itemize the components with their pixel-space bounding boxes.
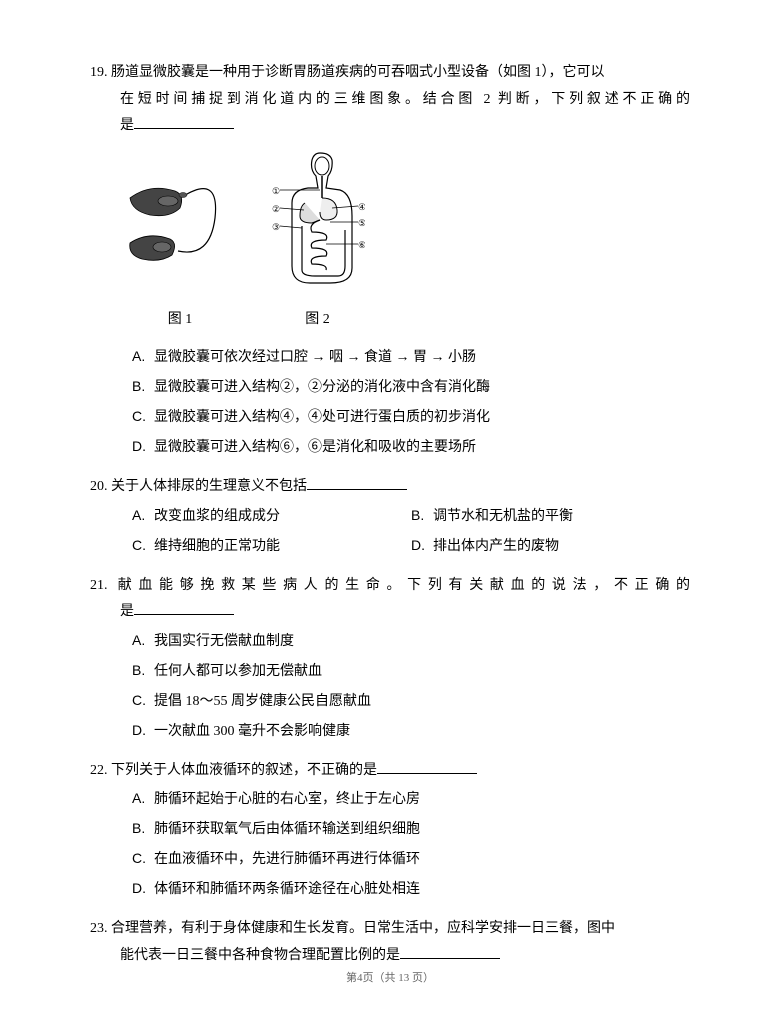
q22-option-a: A.肺循环起始于心脏的右心室，终止于左心房 bbox=[132, 784, 690, 814]
q21-option-a: A.我国实行无偿献血制度 bbox=[132, 626, 690, 656]
q19-option-a: A.显微胶囊可依次经过口腔 → 咽 → 食道 → 胃 → 小肠 bbox=[132, 342, 690, 372]
q21-option-b: B.任何人都可以参加无偿献血 bbox=[132, 656, 690, 686]
page-footer: 第4页（共 13 页） bbox=[0, 969, 780, 985]
q21-stem-line1: 献血能够挽救某些病人的生命。下列有关献血的说法，不正确的 bbox=[118, 578, 690, 593]
q22-option-c: C.在血液循环中，先进行肺循环再进行体循环 bbox=[132, 844, 690, 874]
q19-options: A.显微胶囊可依次经过口腔 → 咽 → 食道 → 胃 → 小肠 B.显微胶囊可进… bbox=[132, 342, 690, 462]
question-22: 22. 下列关于人体血液循环的叙述，不正确的是 A.肺循环起始于心脏的右心室，终… bbox=[90, 758, 690, 905]
q19-blank bbox=[134, 115, 234, 129]
q19-stem-line3-wrap: 是 bbox=[90, 113, 690, 140]
q20-number: 20. bbox=[90, 479, 108, 494]
q20-blank bbox=[307, 476, 407, 490]
figure-1-caption: 图 1 bbox=[120, 307, 240, 334]
q23-stem-l2-wrap: 能代表一日三餐中各种食物合理配置比例的是 bbox=[90, 943, 690, 970]
label-5: ⑤ bbox=[358, 218, 365, 228]
q21-stem-l2-wrap: 是 bbox=[90, 599, 690, 626]
q19-option-c: C.显微胶囊可进入结构④，④处可进行蛋白质的初步消化 bbox=[132, 402, 690, 432]
q20-option-c: C.维持细胞的正常功能 bbox=[132, 531, 411, 561]
q20-option-b: B.调节水和无机盐的平衡 bbox=[411, 501, 690, 531]
q19-option-b: B.显微胶囊可进入结构②，②分泌的消化液中含有消化酶 bbox=[132, 372, 690, 402]
q20-option-a: A.改变血浆的组成成分 bbox=[132, 501, 411, 531]
label-2: ② bbox=[272, 204, 280, 214]
digestive-system-icon: ① ② ③ ④ ⑤ ⑥ bbox=[270, 148, 365, 293]
q23-stem-line2: 能代表一日三餐中各种食物合理配置比例的是 bbox=[120, 948, 400, 963]
label-3: ③ bbox=[272, 222, 280, 232]
q19-stem-line3: 是 bbox=[120, 118, 134, 133]
label-6: ⑥ bbox=[358, 240, 365, 250]
q22-stem-wrap: 22. 下列关于人体血液循环的叙述，不正确的是 bbox=[90, 758, 690, 785]
q23-stem-line1: 合理营养，有利于身体健康和生长发育。日常生活中，应科学安排一日三餐，图中 bbox=[111, 921, 615, 936]
question-19: 19. 肠道显微胶囊是一种用于诊断胃肠道疾病的可吞咽式小型设备（如图 1），它可… bbox=[90, 60, 690, 462]
q22-number: 22. bbox=[90, 763, 108, 778]
q21-number: 21. bbox=[90, 578, 108, 593]
q22-option-b: B.肺循环获取氧气后由体循环输送到组织细胞 bbox=[132, 814, 690, 844]
label-1: ① bbox=[272, 186, 280, 196]
q21-option-d: D.一次献血 300 毫升不会影响健康 bbox=[132, 716, 690, 746]
question-23: 23. 合理营养，有利于身体健康和生长发育。日常生活中，应科学安排一日三餐，图中… bbox=[90, 916, 690, 969]
q19-number: 19. bbox=[90, 65, 108, 80]
q21-stem-l1-wrap: 21. 献血能够挽救某些病人的生命。下列有关献血的说法，不正确的 bbox=[90, 573, 690, 600]
label-4: ④ bbox=[358, 202, 365, 212]
q22-stem: 下列关于人体血液循环的叙述，不正确的是 bbox=[111, 763, 377, 778]
figure-1: 图 1 bbox=[120, 163, 240, 334]
q21-options: A.我国实行无偿献血制度 B.任何人都可以参加无偿献血 C.提倡 18～55 周… bbox=[132, 626, 690, 746]
q20-stem-wrap: 20. 关于人体排尿的生理意义不包括 bbox=[90, 474, 690, 501]
q21-option-c: C.提倡 18～55 周岁健康公民自愿献血 bbox=[132, 686, 690, 716]
q22-option-d: D.体循环和肺循环两条循环途径在心脏处相连 bbox=[132, 874, 690, 904]
q21-blank bbox=[134, 601, 234, 615]
q23-blank bbox=[400, 945, 500, 959]
q23-stem-l1-wrap: 23. 合理营养，有利于身体健康和生长发育。日常生活中，应科学安排一日三餐，图中 bbox=[90, 916, 690, 943]
q22-options: A.肺循环起始于心脏的右心室，终止于左心房 B.肺循环获取氧气后由体循环输送到组… bbox=[132, 784, 690, 904]
q22-blank bbox=[377, 760, 477, 774]
capsule-hand-icon bbox=[120, 163, 240, 293]
figure-2: ① ② ③ ④ ⑤ ⑥ 图 2 bbox=[270, 148, 365, 334]
figure-2-caption: 图 2 bbox=[270, 307, 365, 334]
q21-stem-line2: 是 bbox=[120, 604, 134, 619]
q20-option-d: D.排出体内产生的废物 bbox=[411, 531, 690, 561]
q19-stem-line2: 在短时间捕捉到消化道内的三维图象。结合图 2 判断，下列叙述不正确的 bbox=[90, 87, 690, 114]
q19-option-d: D.显微胶囊可进入结构⑥，⑥是消化和吸收的主要场所 bbox=[132, 432, 690, 462]
question-20: 20. 关于人体排尿的生理意义不包括 A.改变血浆的组成成分 B.调节水和无机盐… bbox=[90, 474, 690, 561]
question-21: 21. 献血能够挽救某些病人的生命。下列有关献血的说法，不正确的 是 A.我国实… bbox=[90, 573, 690, 746]
q20-stem: 关于人体排尿的生理意义不包括 bbox=[111, 479, 307, 494]
q19-stem: 19. 肠道显微胶囊是一种用于诊断胃肠道疾病的可吞咽式小型设备（如图 1），它可… bbox=[90, 60, 690, 87]
q20-options: A.改变血浆的组成成分 B.调节水和无机盐的平衡 C.维持细胞的正常功能 D.排… bbox=[132, 501, 690, 561]
q19-figures: 图 1 ① ② ③ bbox=[120, 148, 690, 334]
q23-number: 23. bbox=[90, 921, 108, 936]
q19-stem-line1: 肠道显微胶囊是一种用于诊断胃肠道疾病的可吞咽式小型设备（如图 1），它可以 bbox=[111, 65, 605, 80]
